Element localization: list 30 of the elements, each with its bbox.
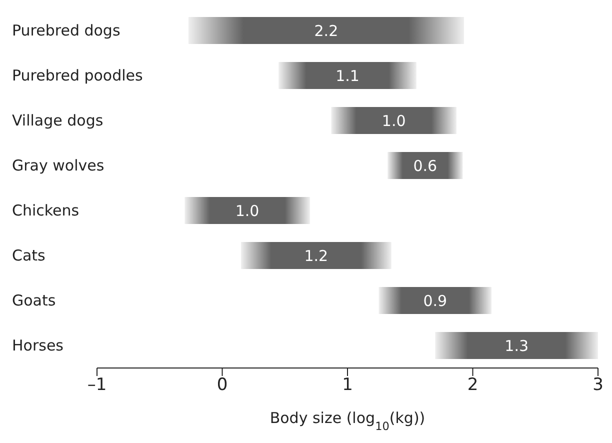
y-tick-label: Chickens	[12, 202, 80, 220]
bar	[435, 332, 598, 359]
y-tick-label: Gray wolves	[12, 156, 104, 174]
data-label: 1.0	[235, 202, 260, 220]
bar	[278, 62, 416, 89]
data-label: 1.2	[304, 246, 328, 265]
x-tick-label: 0	[216, 375, 228, 396]
x-tick-label: –1	[87, 375, 107, 396]
bar	[184, 197, 310, 224]
data-label: 1.1	[336, 66, 360, 85]
data-label: 1.3	[504, 336, 529, 355]
bar	[241, 242, 392, 269]
bar	[188, 17, 464, 44]
x-tick-label: 2	[467, 375, 478, 396]
data-label: 0.6	[413, 156, 438, 175]
y-tick-label: Village dogs	[12, 112, 104, 130]
data-label: 0.9	[423, 292, 448, 310]
y-tick-label: Purebred dogs	[12, 22, 120, 40]
y-tick-label: Goats	[12, 292, 56, 310]
x-tick-label: 3	[592, 375, 604, 396]
x-tick-label: 1	[342, 375, 353, 396]
x-axis-title: Body size (log$_{10}$(kg))	[270, 409, 426, 432]
bar	[331, 107, 456, 134]
bar	[378, 287, 492, 314]
data-label: 1.0	[382, 112, 406, 130]
data-label: 2.2	[314, 22, 338, 40]
y-tick-label: Horses	[12, 336, 64, 354]
bar	[388, 152, 463, 179]
y-tick-label: Cats	[12, 246, 46, 264]
y-tick-label: Purebred poodles	[12, 66, 144, 84]
